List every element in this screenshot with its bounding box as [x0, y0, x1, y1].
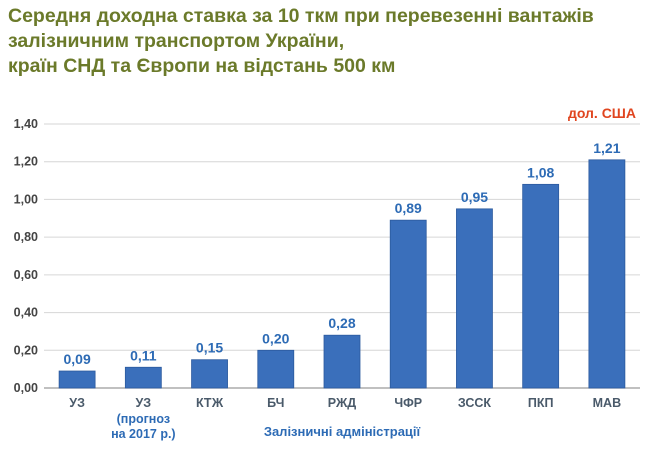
- bar: [58, 370, 96, 389]
- data-label: 1,08: [527, 164, 554, 180]
- y-tick-label: 0,40: [14, 306, 38, 320]
- bar: [389, 219, 427, 389]
- unit-label: дол. США: [568, 105, 636, 121]
- x-tick-label: РЖД: [328, 396, 356, 410]
- y-tick-label: 1,20: [14, 155, 38, 169]
- bar: [323, 334, 361, 389]
- x-tick-label: УЗ: [69, 396, 85, 410]
- bars: [58, 159, 626, 389]
- data-label: 0,89: [395, 200, 422, 216]
- data-label: 0,15: [196, 340, 223, 356]
- bar: [257, 349, 295, 389]
- x-tick-label: ЗССК: [458, 396, 492, 410]
- bar: [191, 359, 228, 389]
- y-tick-label: 0,00: [14, 381, 38, 395]
- x-tick-label: МАВ: [593, 396, 621, 410]
- data-label: 0,09: [63, 351, 90, 367]
- x-tick-note: на 2017 р.): [111, 427, 176, 441]
- data-label: 0,11: [130, 347, 157, 363]
- data-label: 0,95: [461, 189, 488, 205]
- data-label: 0,20: [262, 330, 289, 346]
- x-tick-label: ПКП: [528, 396, 554, 410]
- x-axis-title: Залізничні адміністрації: [264, 424, 421, 439]
- x-tick-label: БЧ: [267, 396, 284, 410]
- y-tick-label: 1,00: [14, 192, 38, 206]
- data-label: 0,28: [328, 315, 355, 331]
- x-tick-label: УЗ: [136, 396, 152, 410]
- chart-title-line-2: залізничним транспортом України,: [8, 30, 345, 52]
- bar: [588, 159, 626, 389]
- data-label: 1,21: [593, 140, 620, 156]
- bar: [456, 208, 493, 389]
- bar: [522, 183, 560, 389]
- chart-title-line-1: Середня доходна ставка за 10 ткм при пер…: [8, 5, 594, 27]
- chart-title: Середня доходна ставка за 10 ткм при пер…: [8, 4, 648, 79]
- x-tick-label: КТЖ: [196, 396, 224, 410]
- bar: [124, 366, 162, 389]
- y-tick-label: 0,20: [14, 343, 38, 357]
- x-tick-label: ЧФР: [394, 396, 422, 410]
- y-tick-label: 1,40: [14, 117, 38, 131]
- y-tick-label: 0,60: [14, 268, 38, 282]
- chart-title-line-3: країн СНД та Європи на відстань 500 км: [8, 55, 396, 77]
- labels: 0,00 0,20 0,40 0,60 0,80 1,00 1,20 1,40 0,09 УЗ 0,…: [14, 117, 621, 441]
- x-tick-note: (прогноз: [117, 412, 170, 426]
- y-tick-label: 0,80: [14, 230, 38, 244]
